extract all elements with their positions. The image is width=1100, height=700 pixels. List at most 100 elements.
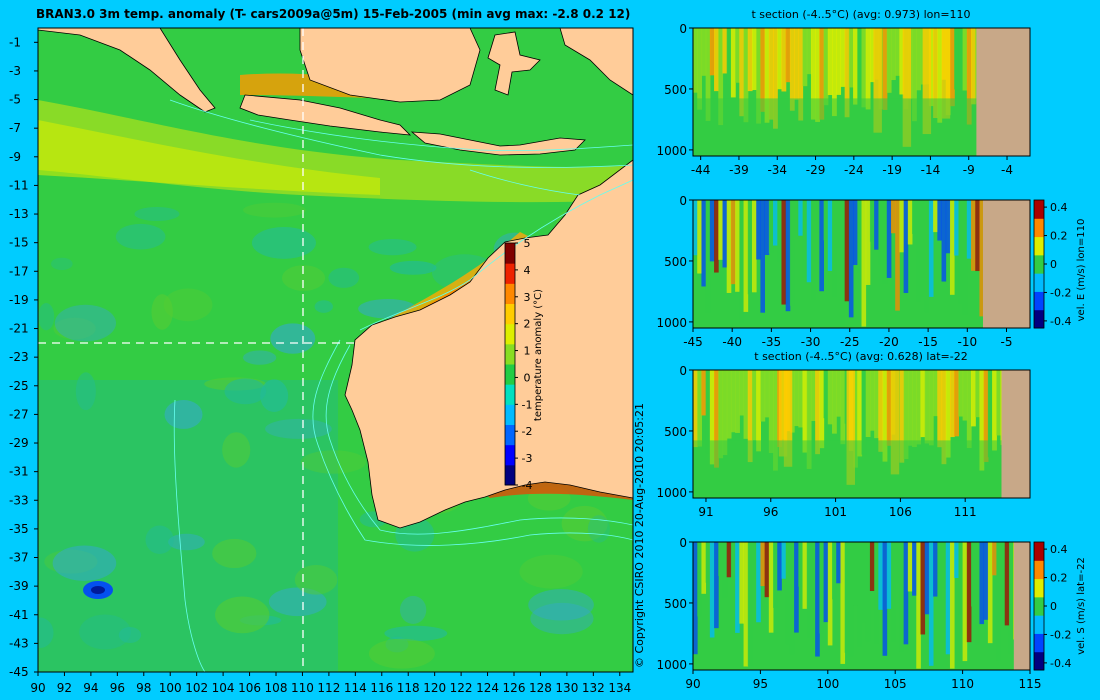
map-y-tick-label: -21 xyxy=(9,322,29,336)
map-y-tick-label: -17 xyxy=(9,264,29,278)
section-column xyxy=(865,542,871,642)
map-x-tick-label: 118 xyxy=(397,681,420,695)
section-column xyxy=(718,370,724,459)
map-y-tick-label: -19 xyxy=(9,293,29,307)
section-column xyxy=(966,28,972,125)
colorbar-segment xyxy=(505,283,515,304)
section-column xyxy=(937,28,943,123)
map-y-tick-label: -37 xyxy=(9,551,29,565)
section-column xyxy=(768,28,774,120)
section-x-tick-label: -24 xyxy=(844,163,864,177)
section-column xyxy=(899,200,905,253)
section-column xyxy=(789,370,795,433)
section-x-tick-label: 105 xyxy=(884,677,907,691)
section-column xyxy=(730,542,736,634)
section-colorbar-segment xyxy=(1034,254,1044,274)
section-y-tick-label: 500 xyxy=(664,83,687,97)
map-x-tick-label: 126 xyxy=(503,681,526,695)
section-y-tick-label: 500 xyxy=(664,425,687,439)
eddy xyxy=(134,207,180,221)
section-column xyxy=(794,542,799,633)
section-column xyxy=(764,542,770,598)
section-colorbar-segment xyxy=(1034,633,1044,653)
bathymetry-mask xyxy=(1001,370,1030,498)
map-x-tick-label: 110 xyxy=(291,681,314,695)
section-frame xyxy=(692,27,1031,157)
warm-plume xyxy=(941,28,951,119)
section-column xyxy=(1000,542,1006,624)
section-column xyxy=(726,200,732,293)
colorbar-segment xyxy=(505,243,515,264)
section-field xyxy=(693,542,1030,670)
section-column xyxy=(832,370,837,434)
section-column xyxy=(903,542,909,645)
section-column xyxy=(810,28,816,120)
colorbar-segment xyxy=(505,263,515,284)
section-column xyxy=(806,370,812,469)
section-y-tick-label: 1000 xyxy=(656,316,687,330)
section-column xyxy=(785,542,791,645)
colorbar-tick-label: -2 xyxy=(522,425,533,438)
section-column xyxy=(1004,542,1010,626)
section-frame xyxy=(692,199,1031,329)
section-column xyxy=(945,370,951,458)
section-column xyxy=(857,28,863,106)
section-column xyxy=(735,200,740,292)
section-column xyxy=(920,542,926,635)
section-column xyxy=(937,370,943,448)
section-column xyxy=(874,542,879,644)
eddy xyxy=(399,595,427,624)
section-column xyxy=(718,28,724,126)
temp-section-lat-22: 91 96 101 106 111 0 500 1000 xyxy=(656,364,1031,519)
section-colorbar-segment xyxy=(1034,236,1044,256)
section-column xyxy=(882,370,888,462)
warm-plume xyxy=(778,370,788,457)
section-column xyxy=(954,370,959,437)
section-column xyxy=(722,200,728,268)
section-column xyxy=(933,200,938,233)
section-column xyxy=(975,370,981,418)
section-column xyxy=(743,200,749,312)
section-column xyxy=(878,542,883,610)
colorbar-segment xyxy=(505,404,515,425)
section-column xyxy=(987,370,993,458)
eddy xyxy=(168,533,205,551)
section-column xyxy=(705,200,711,313)
map-x-tick-label: 128 xyxy=(529,681,552,695)
section-column xyxy=(886,542,892,609)
section-column xyxy=(836,28,842,95)
section-column xyxy=(895,28,901,76)
map-x-tick-label: 114 xyxy=(344,681,367,695)
map-y-tick-label: -35 xyxy=(9,522,29,536)
section-column xyxy=(718,200,723,260)
eddy xyxy=(268,587,327,617)
section-column xyxy=(890,200,896,234)
map-x-tick-label: 116 xyxy=(370,681,393,695)
section-column xyxy=(789,200,795,306)
cold-eddy-core xyxy=(91,586,105,594)
section-column xyxy=(966,542,972,643)
map-panel xyxy=(38,28,633,672)
section-column xyxy=(912,200,917,234)
map-y-tick-label: -3 xyxy=(9,64,21,78)
section-column xyxy=(865,370,871,438)
colorbar-tick-label: -3 xyxy=(522,452,533,465)
eddy xyxy=(215,596,270,634)
section-column xyxy=(810,200,816,300)
coastal-warm-edge xyxy=(365,232,528,340)
section-column xyxy=(819,28,825,120)
section-column xyxy=(714,200,719,273)
section-column xyxy=(739,28,745,117)
section-column xyxy=(941,370,947,465)
map-x-tick-label: 108 xyxy=(265,681,288,695)
section-x-tick-label: 91 xyxy=(698,505,713,519)
section-column xyxy=(798,200,803,236)
map-title: BRAN3.0 3m temp. anomaly (T- cars2009a@5… xyxy=(36,7,630,21)
eddy xyxy=(270,323,316,354)
section-column xyxy=(928,370,934,446)
map-colorbar: 5 4 3 2 1 0 -1 -2 -3 -4 xyxy=(504,237,533,492)
section-column xyxy=(907,370,913,446)
colorbar-tick-label: -4 xyxy=(522,479,533,492)
map-x-tick-label: 92 xyxy=(57,681,72,695)
section-x-tick-label: -25 xyxy=(840,335,860,349)
